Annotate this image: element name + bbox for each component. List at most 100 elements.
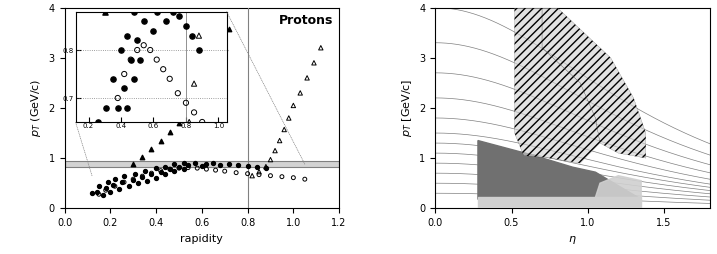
Point bbox=[103, 180, 114, 184]
Point bbox=[164, 167, 176, 171]
Point bbox=[207, 76, 219, 80]
Point bbox=[123, 184, 134, 188]
Point bbox=[98, 193, 109, 197]
Point bbox=[251, 165, 262, 169]
Polygon shape bbox=[515, 8, 600, 163]
Polygon shape bbox=[542, 8, 646, 158]
Point bbox=[128, 177, 139, 181]
Point bbox=[283, 116, 295, 120]
Point bbox=[219, 169, 230, 173]
Point bbox=[146, 147, 157, 151]
Point bbox=[315, 46, 326, 50]
Point bbox=[174, 165, 185, 169]
Polygon shape bbox=[595, 176, 641, 208]
Point bbox=[278, 128, 290, 132]
Point bbox=[174, 121, 185, 125]
Bar bbox=[65, 161, 339, 167]
Y-axis label: $p_T$ (GeV/c): $p_T$ (GeV/c) bbox=[29, 79, 43, 137]
Point bbox=[230, 171, 242, 175]
Point bbox=[93, 184, 105, 188]
Point bbox=[168, 169, 180, 173]
Point bbox=[224, 27, 235, 31]
Point bbox=[191, 166, 203, 170]
Point bbox=[159, 165, 171, 169]
Point bbox=[139, 169, 151, 173]
Point bbox=[196, 164, 207, 168]
Point bbox=[265, 157, 276, 162]
Point bbox=[224, 162, 235, 166]
Point bbox=[107, 183, 118, 187]
Point bbox=[155, 170, 166, 174]
Point bbox=[242, 172, 253, 176]
Point bbox=[118, 174, 130, 178]
Point bbox=[137, 175, 148, 179]
Point bbox=[86, 191, 98, 195]
Point bbox=[118, 180, 130, 184]
Point bbox=[178, 161, 189, 165]
Point bbox=[114, 187, 125, 191]
Point bbox=[253, 173, 265, 177]
X-axis label: rapidity: rapidity bbox=[181, 234, 223, 244]
Point bbox=[210, 168, 222, 172]
Point bbox=[93, 192, 105, 196]
Point bbox=[155, 169, 166, 173]
Point bbox=[174, 166, 185, 170]
Point bbox=[141, 179, 153, 183]
Point bbox=[301, 76, 313, 80]
Point bbox=[260, 165, 272, 169]
Point bbox=[270, 149, 281, 153]
Point bbox=[182, 166, 194, 170]
Point bbox=[100, 186, 111, 190]
Point bbox=[242, 164, 253, 168]
Polygon shape bbox=[478, 140, 641, 199]
Polygon shape bbox=[478, 197, 641, 208]
Point bbox=[151, 166, 162, 170]
Point bbox=[201, 88, 212, 92]
Point bbox=[105, 190, 116, 194]
Point bbox=[276, 175, 288, 179]
Point bbox=[91, 190, 103, 194]
Point bbox=[109, 184, 120, 188]
X-axis label: $\eta$: $\eta$ bbox=[568, 234, 577, 246]
Point bbox=[299, 177, 310, 181]
Point bbox=[201, 167, 212, 171]
Point bbox=[288, 176, 299, 180]
Point bbox=[164, 167, 176, 171]
Point bbox=[137, 174, 148, 178]
Point bbox=[137, 155, 148, 159]
Point bbox=[214, 163, 226, 167]
Point bbox=[233, 163, 244, 167]
Point bbox=[155, 138, 166, 142]
Point bbox=[146, 171, 157, 175]
Point bbox=[168, 162, 180, 166]
Point bbox=[182, 111, 194, 115]
Text: Protons: Protons bbox=[279, 14, 333, 27]
Point bbox=[274, 138, 285, 142]
Point bbox=[151, 176, 162, 180]
Point bbox=[164, 130, 176, 134]
Point bbox=[189, 161, 201, 165]
Point bbox=[214, 62, 226, 66]
Point bbox=[132, 181, 143, 185]
Point bbox=[260, 166, 272, 170]
Point bbox=[128, 162, 139, 166]
Point bbox=[201, 162, 212, 166]
Y-axis label: $p_T$ [GeV/c]: $p_T$ [GeV/c] bbox=[399, 79, 414, 137]
Point bbox=[128, 178, 139, 182]
Point bbox=[219, 46, 230, 50]
Point bbox=[253, 170, 265, 174]
Point bbox=[146, 172, 157, 176]
Point bbox=[130, 172, 141, 176]
Point bbox=[100, 188, 111, 192]
Point bbox=[247, 174, 258, 178]
Point bbox=[288, 103, 299, 107]
Point bbox=[159, 172, 171, 176]
Point bbox=[116, 180, 128, 184]
Point bbox=[308, 61, 320, 65]
Point bbox=[191, 100, 203, 104]
Point bbox=[295, 91, 306, 95]
Point bbox=[182, 163, 194, 167]
Point bbox=[109, 177, 120, 181]
Point bbox=[265, 174, 276, 178]
Point bbox=[178, 167, 189, 171]
